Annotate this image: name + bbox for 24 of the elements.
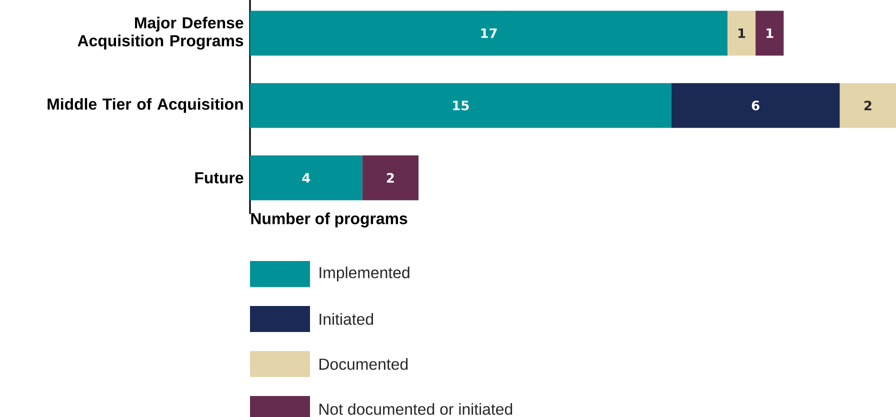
bar [840, 83, 896, 128]
y-tick-label: Middle Tier of Acquisition [48, 98, 243, 113]
y-tick-label: Major Defense Acquisition Programs [78, 16, 244, 50]
bar [727, 10, 756, 56]
data-label: 1 [738, 28, 746, 38]
legend-label: Implemented [320, 266, 410, 282]
data-label: 6 [752, 100, 760, 110]
bar [250, 155, 362, 200]
bar [671, 83, 840, 128]
bar [250, 83, 672, 128]
data-label: 15 [453, 100, 469, 110]
data-label: 1 [766, 28, 774, 38]
bar [756, 10, 784, 56]
x-axis-title: Number of programs [251, 212, 408, 228]
data-label: 17 [481, 28, 497, 38]
bar [362, 155, 419, 200]
legend-label: Not documented or initiated [320, 403, 512, 415]
data-label: 4 [302, 173, 310, 183]
data-label: 2 [864, 100, 872, 110]
data-label: 2 [386, 173, 394, 183]
y-tick-label: Future [195, 172, 244, 184]
legend-label: Documented [320, 358, 408, 370]
legend-label: Initiated [320, 313, 374, 325]
bar [250, 10, 728, 56]
